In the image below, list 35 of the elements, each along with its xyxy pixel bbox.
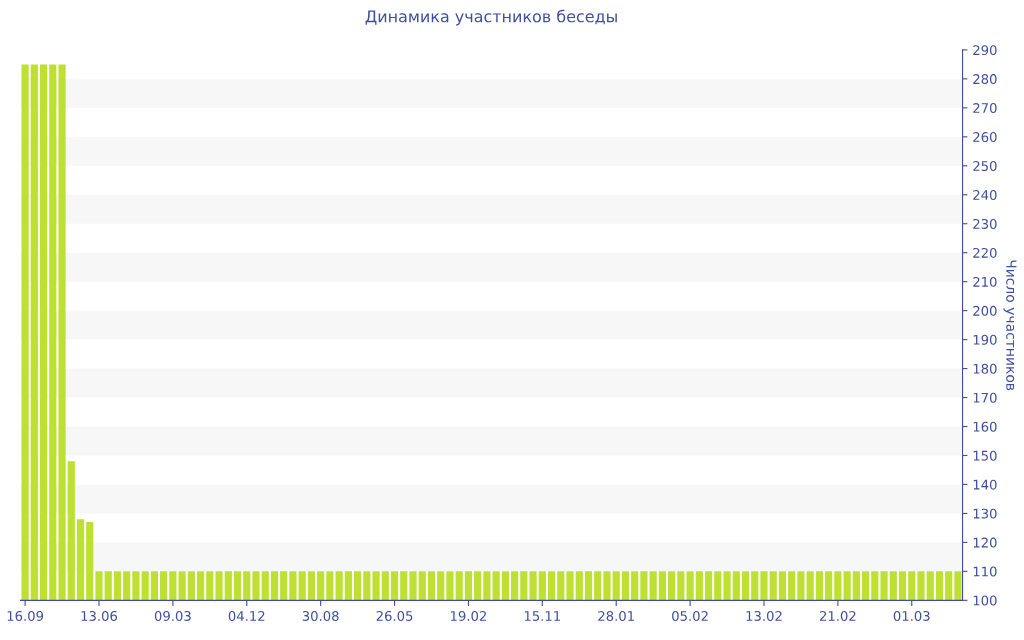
x-tick-label: 09.03 (154, 610, 191, 621)
y-tick-label: 110 (973, 566, 997, 577)
y-tick-label: 160 (973, 421, 997, 432)
x-tick-label: 26.05 (376, 610, 413, 621)
x-tick-label: 15.11 (524, 611, 560, 621)
x-tick-label: 19.02 (450, 610, 486, 621)
y-tick-label: 240 (973, 189, 997, 200)
x-tick-label: 16.09 (7, 610, 44, 621)
y-tick-label: 180 (973, 363, 997, 374)
x-tick-label: 04.12 (228, 610, 265, 621)
x-tick-label: 13.06 (81, 610, 118, 621)
y-tick-label: 260 (973, 132, 997, 143)
y-tick-label: 280 (973, 74, 997, 85)
y-tick-label: 190 (973, 334, 997, 345)
y-tick-label: 170 (973, 392, 997, 403)
y-tick-label: 120 (973, 537, 997, 548)
y-tick-label: 140 (973, 479, 997, 490)
chart-title: Динамика участников беседы (365, 9, 617, 26)
y-tick-label: 150 (973, 450, 997, 461)
y-tick-label: 270 (973, 103, 997, 114)
y-tick-label: 290 (973, 45, 997, 56)
x-tick-label: 21.02 (819, 610, 856, 621)
x-tick-label: 01.03 (893, 610, 930, 621)
x-tick-label: 13.02 (746, 610, 782, 621)
x-tick-label: 05.02 (672, 610, 708, 621)
y-tick-label: 100 (973, 595, 997, 606)
x-tick-label: 30.08 (302, 610, 339, 621)
y-tick-label: 130 (973, 508, 997, 519)
y-tick-label: 210 (973, 276, 997, 287)
y-axis-title: Число участников (1003, 260, 1017, 391)
x-tick-label: 28.01 (598, 610, 634, 621)
y-tick-label: 200 (973, 305, 997, 316)
y-tick-label: 250 (973, 161, 997, 171)
y-tick-label: 220 (973, 247, 997, 258)
y-tick-label: 230 (973, 218, 997, 229)
